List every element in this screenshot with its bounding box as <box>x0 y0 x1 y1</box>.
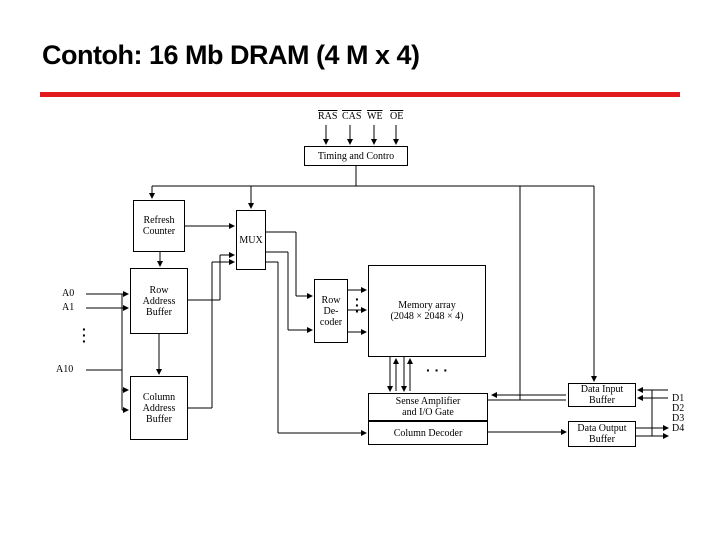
block-dout: Data Output Buffer <box>568 421 636 447</box>
signal-cas: CAS <box>342 112 361 122</box>
block-din: Data Input Buffer <box>568 383 636 407</box>
block-mem: Memory array (2048 × 2048 × 4) <box>368 265 486 357</box>
block-rowdec: Row De- coder <box>314 279 348 343</box>
signal-oe: OE <box>390 112 403 122</box>
rowdec-ellipsis: ··· <box>355 296 360 314</box>
signal-we: WE <box>367 112 383 122</box>
block-sense: Sense Amplifier and I/O Gate <box>368 393 488 421</box>
block-rowbuf: Row Address Buffer <box>130 268 188 334</box>
block-timing: Timing and Contro <box>304 146 408 166</box>
block-refresh: Refresh Counter <box>133 200 185 252</box>
diagram-wires <box>0 0 720 540</box>
label-a10: A10 <box>56 365 73 375</box>
addr-ellipsis: ··· <box>82 326 87 344</box>
label-d4: D4 <box>672 424 684 434</box>
block-coldec: Column Decoder <box>368 421 488 445</box>
signal-ras: RAS <box>318 112 337 122</box>
label-a1: A1 <box>62 303 74 313</box>
mem-ellipsis: ··· <box>426 362 452 378</box>
block-mux: MUX <box>236 210 266 270</box>
label-a0: A0 <box>62 289 74 299</box>
block-colbuf: Column Address Buffer <box>130 376 188 440</box>
